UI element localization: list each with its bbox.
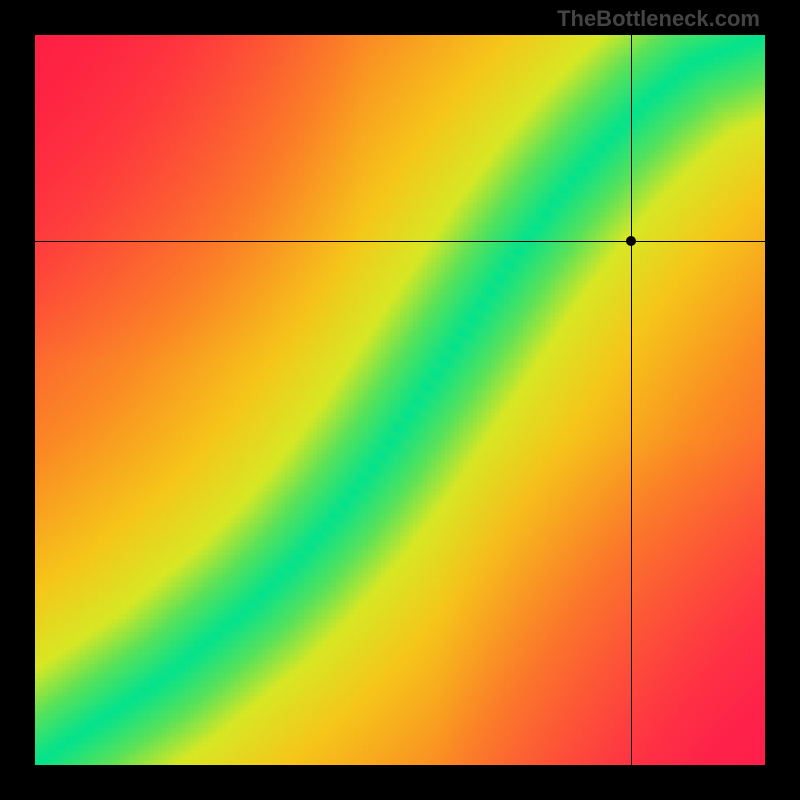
crosshair-vertical	[631, 35, 632, 765]
chart-container: TheBottleneck.com	[0, 0, 800, 800]
crosshair-horizontal	[35, 241, 765, 242]
watermark-text: TheBottleneck.com	[557, 6, 760, 32]
heatmap-canvas	[35, 35, 765, 765]
data-point-marker	[626, 236, 636, 246]
plot-area	[35, 35, 765, 765]
